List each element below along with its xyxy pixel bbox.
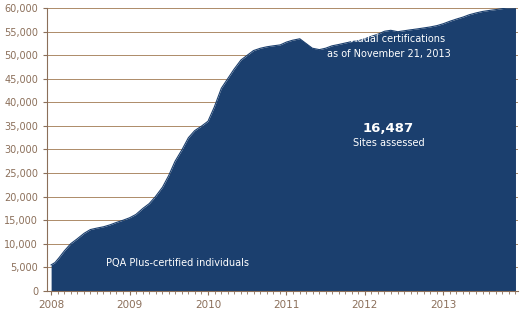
Text: Individual certifications
as of November 21, 2013: Individual certifications as of November… <box>327 34 450 59</box>
Text: 60,111: 60,111 <box>363 19 414 32</box>
Text: PQA Plus-certified individuals: PQA Plus-certified individuals <box>106 258 249 268</box>
Text: Sites assessed: Sites assessed <box>352 138 424 148</box>
Text: 16,487: 16,487 <box>363 122 414 135</box>
